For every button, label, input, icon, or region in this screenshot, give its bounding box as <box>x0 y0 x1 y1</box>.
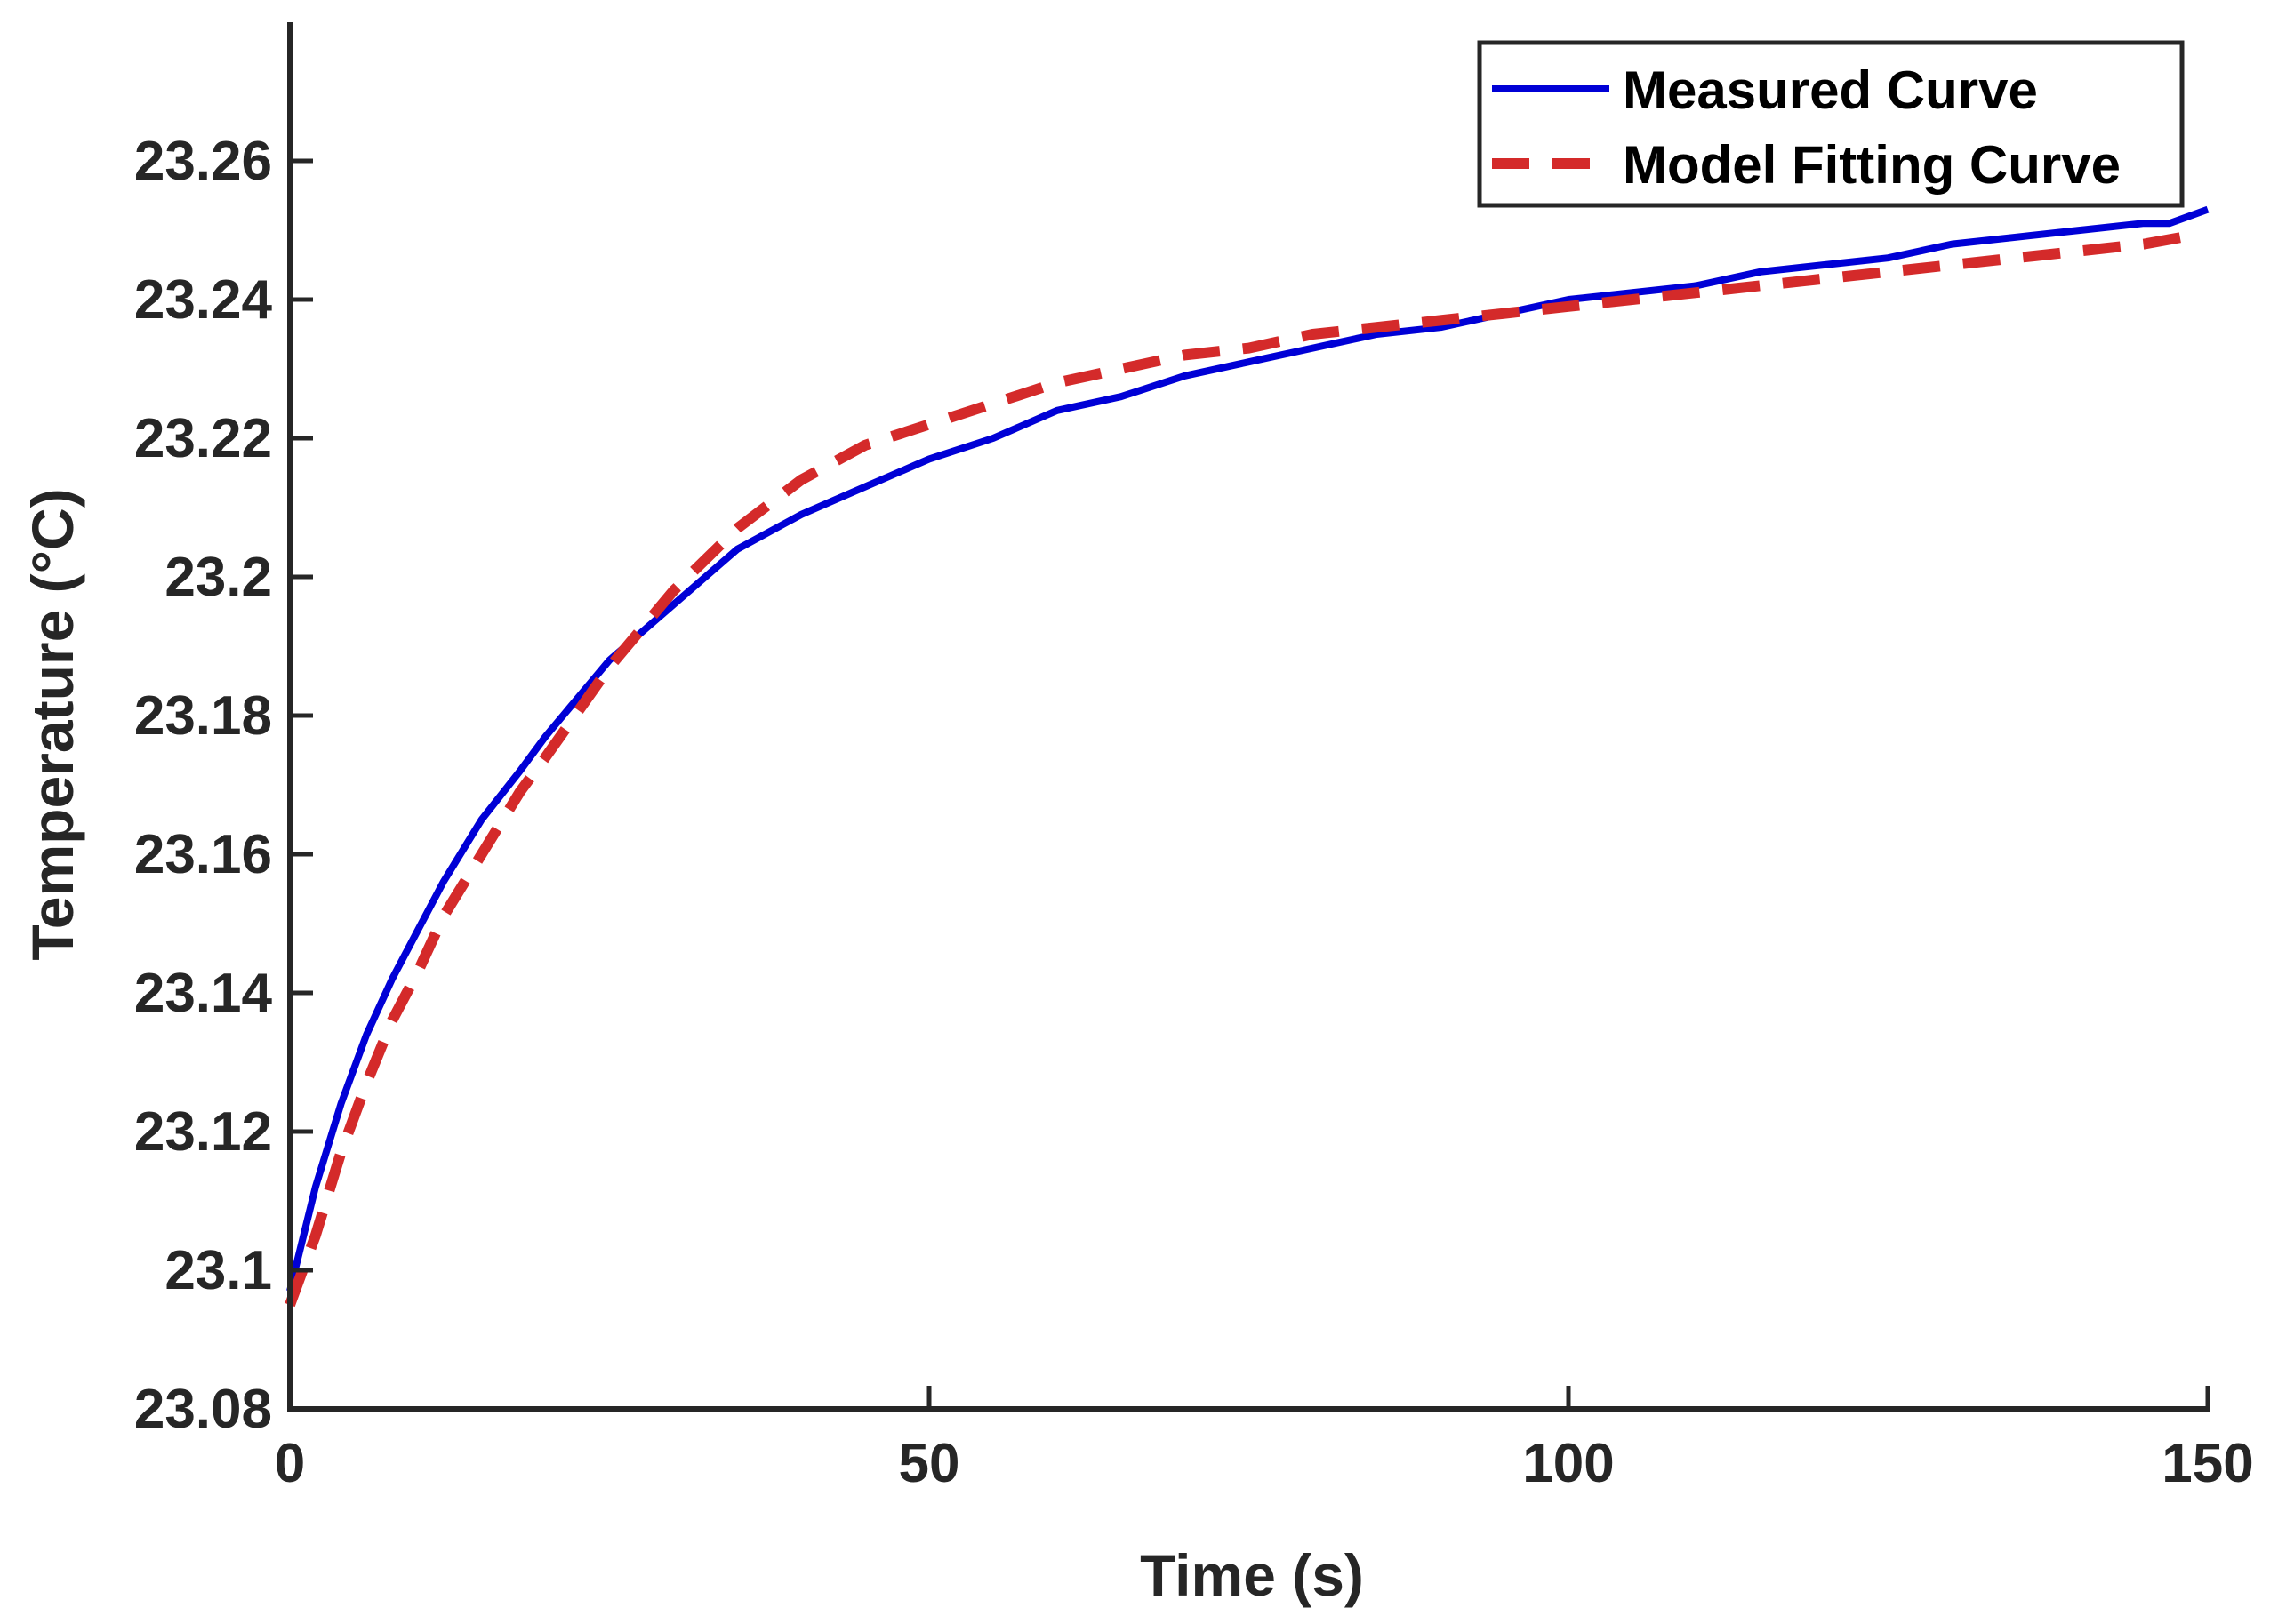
y-axis-label: Temperature (°C) <box>20 488 85 960</box>
y-tick-label: 23.08 <box>134 1379 272 1440</box>
legend: Measured Curve Model Fitting Curve <box>1477 40 2185 208</box>
x-tick-label: 50 <box>899 1433 960 1494</box>
x-tick-label: 150 <box>2162 1433 2253 1494</box>
y-tick-label: 23.22 <box>134 408 272 469</box>
legend-label-model: Model Fitting Curve <box>1623 135 2121 195</box>
legend-box <box>1477 40 2185 208</box>
y-tick-label: 23.24 <box>134 269 273 331</box>
x-tick-label: 100 <box>1522 1433 1614 1494</box>
x-tick-label: 0 <box>275 1433 305 1494</box>
y-tick-label: 23.16 <box>134 824 272 885</box>
y-tick-label: 23.14 <box>134 963 273 1024</box>
legend-label-measured: Measured Curve <box>1623 60 2038 120</box>
y-tick-label: 23.12 <box>134 1101 272 1163</box>
y-tick-label: 23.18 <box>134 685 272 747</box>
series-line-measured <box>286 205 2210 1292</box>
series-line-model <box>285 231 2184 1308</box>
x-axis-label: Time (s) <box>1140 1542 1364 1608</box>
y-tick-label: 23.2 <box>164 547 272 608</box>
ticks: 0 50 100 150 23.08 23.1 23.12 23.14 23.16 23.18 23… <box>134 131 2254 1494</box>
plot-lines <box>285 205 2210 1308</box>
y-tick-label: 23.1 <box>164 1240 272 1301</box>
y-tick-label: 23.26 <box>134 131 272 192</box>
